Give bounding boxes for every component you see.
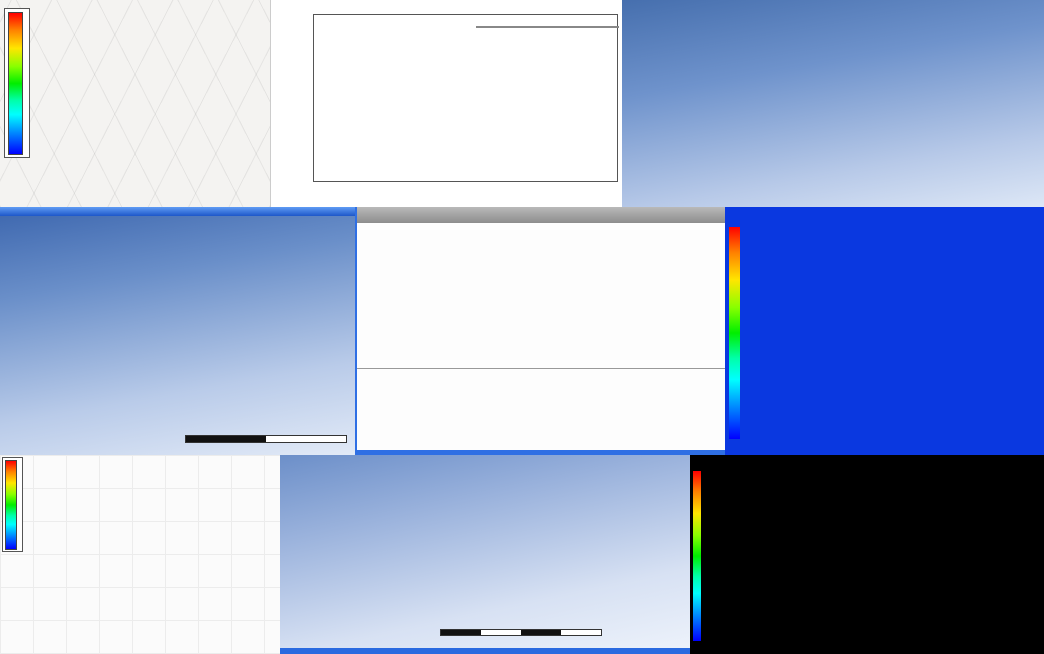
rotor-contour-viewport[interactable] (0, 455, 280, 654)
pathlines-viewport[interactable] (690, 455, 1044, 654)
panel-harmonic-acoustic-pressure (280, 455, 690, 654)
scale-segment (266, 436, 346, 442)
legend-body (8, 12, 26, 155)
panel-maxwell-coil-3d (0, 0, 270, 207)
panel-cfd-velocity-contour (725, 207, 1044, 455)
scale-segment (521, 630, 561, 635)
scale-segment (561, 630, 601, 635)
scale-segment (441, 630, 481, 635)
panel-particle-pathlines (690, 455, 1044, 654)
panel-harmonic-deformation-10000hz (622, 0, 1044, 207)
phase-plot[interactable] (432, 383, 715, 403)
divider (357, 368, 725, 369)
taskbar-strip-bottom (280, 648, 690, 654)
scale-bar (185, 435, 347, 443)
colorbar (8, 12, 23, 155)
scale-segment (481, 630, 521, 635)
window-titlebar[interactable] (357, 207, 725, 223)
colorbar (729, 227, 740, 439)
window-bottom-border (357, 450, 725, 455)
cfd-contour-viewport[interactable] (725, 207, 1044, 455)
panel-frequency-response-window (355, 207, 725, 455)
coil-3d-viewport[interactable] (0, 0, 270, 207)
taskbar-strip (0, 207, 355, 216)
flux-density-legend (2, 457, 23, 552)
wheel-3d-viewport[interactable] (0, 207, 355, 455)
colorbar (693, 471, 701, 641)
wheel-3d-viewport[interactable] (622, 0, 1044, 207)
flux-density-legend (4, 8, 30, 158)
amplitude-plot[interactable] (432, 247, 715, 315)
panel-maxwell-rotor-contour (0, 455, 280, 654)
panel-input-current-plot (270, 0, 622, 207)
scale-segment (186, 436, 266, 442)
scale-bar (440, 629, 602, 636)
scale-ruler (430, 621, 615, 647)
scale-ruler (155, 426, 351, 452)
window-body (357, 223, 725, 450)
plot-area[interactable] (313, 14, 618, 182)
colorbar (5, 460, 17, 550)
curve-info-table (476, 26, 619, 28)
panel-harmonic-deformation-2000hz (0, 207, 355, 455)
legend-body (5, 460, 20, 550)
